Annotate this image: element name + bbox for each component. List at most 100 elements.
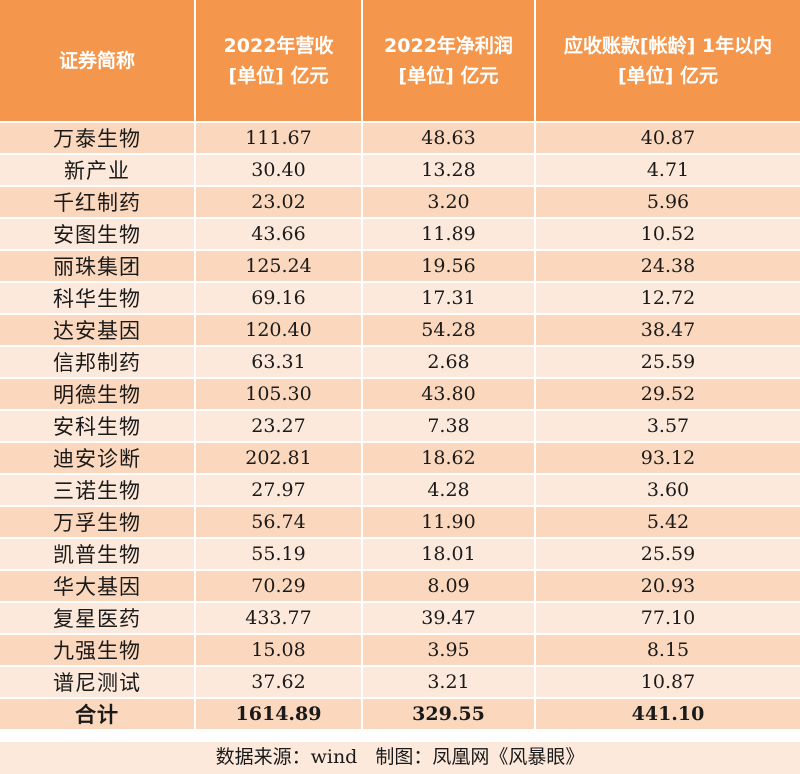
revenue-cell: 69.16 xyxy=(195,281,363,314)
revenue-cell: 120.40 xyxy=(195,313,363,346)
total-net-profit-cell: 329.55 xyxy=(362,697,536,729)
revenue-cell: 37.62 xyxy=(195,665,363,698)
receivable-cell: 20.93 xyxy=(535,569,800,602)
security-name-cell: 安科生物 xyxy=(0,409,196,442)
table-row: 万孚生物 56.74 11.90 5.42 xyxy=(0,505,800,538)
security-name-cell: 科华生物 xyxy=(0,281,196,314)
total-receivable-cell: 441.10 xyxy=(535,697,800,729)
net-profit-cell: 3.20 xyxy=(362,185,536,218)
receivable-cell: 8.15 xyxy=(535,633,800,666)
revenue-cell: 202.81 xyxy=(195,441,363,474)
net-profit-cell: 4.28 xyxy=(362,473,536,506)
financial-table: 证券简称 2022年营收 [单位] 亿元 2022年净利润 [单位] 亿元 应收… xyxy=(0,0,800,729)
receivable-cell: 4.71 xyxy=(535,153,800,186)
receivable-cell: 10.87 xyxy=(535,665,800,698)
revenue-cell: 70.29 xyxy=(195,569,363,602)
table-row: 迪安诊断 202.81 18.62 93.12 xyxy=(0,441,800,474)
security-name-cell: 三诺生物 xyxy=(0,473,196,506)
security-name-cell: 达安基因 xyxy=(0,313,196,346)
security-name-cell: 凯普生物 xyxy=(0,537,196,570)
net-profit-cell: 7.38 xyxy=(362,409,536,442)
data-source: 数据来源：wind xyxy=(215,746,358,768)
net-profit-cell: 17.31 xyxy=(362,281,536,314)
net-profit-cell: 18.62 xyxy=(362,441,536,474)
net-profit-cell: 39.47 xyxy=(362,601,536,634)
table-row: 华大基因 70.29 8.09 20.93 xyxy=(0,569,800,602)
revenue-cell: 63.31 xyxy=(195,345,363,378)
header-receivables: 应收账款[帐龄] 1年以内 [单位] 亿元 xyxy=(535,0,800,122)
header-security-name: 证券简称 xyxy=(0,0,196,122)
receivable-cell: 29.52 xyxy=(535,377,800,410)
security-name-cell: 华大基因 xyxy=(0,569,196,602)
receivable-cell: 3.60 xyxy=(535,473,800,506)
table-row: 万泰生物 111.67 48.63 40.87 xyxy=(0,121,800,154)
table-row: 凯普生物 55.19 18.01 25.59 xyxy=(0,537,800,570)
total-revenue-cell: 1614.89 xyxy=(195,697,363,729)
revenue-cell: 105.30 xyxy=(195,377,363,410)
security-name-cell: 丽珠集团 xyxy=(0,249,196,282)
table-row: 千红制药 23.02 3.20 5.96 xyxy=(0,185,800,218)
header-revenue: 2022年营收 [单位] 亿元 xyxy=(195,0,363,122)
security-name-cell: 复星医药 xyxy=(0,601,196,634)
revenue-cell: 125.24 xyxy=(195,249,363,282)
security-name-cell: 明德生物 xyxy=(0,377,196,410)
table-row: 丽珠集团 125.24 19.56 24.38 xyxy=(0,249,800,282)
revenue-cell: 30.40 xyxy=(195,153,363,186)
receivable-cell: 10.52 xyxy=(535,217,800,250)
net-profit-cell: 2.68 xyxy=(362,345,536,378)
revenue-cell: 27.97 xyxy=(195,473,363,506)
security-name-cell: 新产业 xyxy=(0,153,196,186)
net-profit-cell: 48.63 xyxy=(362,121,536,154)
net-profit-cell: 3.95 xyxy=(362,633,536,666)
security-name-cell: 信邦制药 xyxy=(0,345,196,378)
table-body: 万泰生物 111.67 48.63 40.87 新产业 30.40 13.28 4.71 千红制… xyxy=(0,121,800,729)
receivable-cell: 5.96 xyxy=(535,185,800,218)
security-name-cell: 九强生物 xyxy=(0,633,196,666)
revenue-cell: 23.02 xyxy=(195,185,363,218)
table-row: 谱尼测试 37.62 3.21 10.87 xyxy=(0,665,800,698)
table-row: 达安基因 120.40 54.28 38.47 xyxy=(0,313,800,346)
header-net-profit: 2022年净利润 [单位] 亿元 xyxy=(362,0,536,122)
table-row: 安图生物 43.66 11.89 10.52 xyxy=(0,217,800,250)
chart-credit: 制图：凤凰网《风暴眼》 xyxy=(375,746,585,768)
net-profit-cell: 8.09 xyxy=(362,569,536,602)
net-profit-cell: 11.90 xyxy=(362,505,536,538)
table-row: 信邦制药 63.31 2.68 25.59 xyxy=(0,345,800,378)
receivable-cell: 5.42 xyxy=(535,505,800,538)
security-name-cell: 迪安诊断 xyxy=(0,441,196,474)
revenue-cell: 111.67 xyxy=(195,121,363,154)
source-footer: 数据来源：wind 制图：凤凰网《风暴眼》 xyxy=(0,742,800,774)
net-profit-cell: 13.28 xyxy=(362,153,536,186)
total-row: 合计 1614.89 329.55 441.10 xyxy=(0,697,800,729)
receivable-cell: 12.72 xyxy=(535,281,800,314)
receivable-cell: 38.47 xyxy=(535,313,800,346)
receivable-cell: 40.87 xyxy=(535,121,800,154)
receivable-cell: 25.59 xyxy=(535,537,800,570)
net-profit-cell: 19.56 xyxy=(362,249,536,282)
table-row: 安科生物 23.27 7.38 3.57 xyxy=(0,409,800,442)
receivable-cell: 77.10 xyxy=(535,601,800,634)
revenue-cell: 23.27 xyxy=(195,409,363,442)
security-name-cell: 万泰生物 xyxy=(0,121,196,154)
table-row: 明德生物 105.30 43.80 29.52 xyxy=(0,377,800,410)
security-name-cell: 谱尼测试 xyxy=(0,665,196,698)
table-row: 新产业 30.40 13.28 4.71 xyxy=(0,153,800,186)
total-security-name-cell: 合计 xyxy=(0,697,196,729)
security-name-cell: 千红制药 xyxy=(0,185,196,218)
table-row: 九强生物 15.08 3.95 8.15 xyxy=(0,633,800,666)
table-row: 三诺生物 27.97 4.28 3.60 xyxy=(0,473,800,506)
table-row: 科华生物 69.16 17.31 12.72 xyxy=(0,281,800,314)
security-name-cell: 万孚生物 xyxy=(0,505,196,538)
receivable-cell: 3.57 xyxy=(535,409,800,442)
revenue-cell: 43.66 xyxy=(195,217,363,250)
revenue-cell: 15.08 xyxy=(195,633,363,666)
receivable-cell: 93.12 xyxy=(535,441,800,474)
receivable-cell: 25.59 xyxy=(535,345,800,378)
revenue-cell: 55.19 xyxy=(195,537,363,570)
net-profit-cell: 54.28 xyxy=(362,313,536,346)
security-name-cell: 安图生物 xyxy=(0,217,196,250)
net-profit-cell: 11.89 xyxy=(362,217,536,250)
net-profit-cell: 43.80 xyxy=(362,377,536,410)
revenue-cell: 56.74 xyxy=(195,505,363,538)
